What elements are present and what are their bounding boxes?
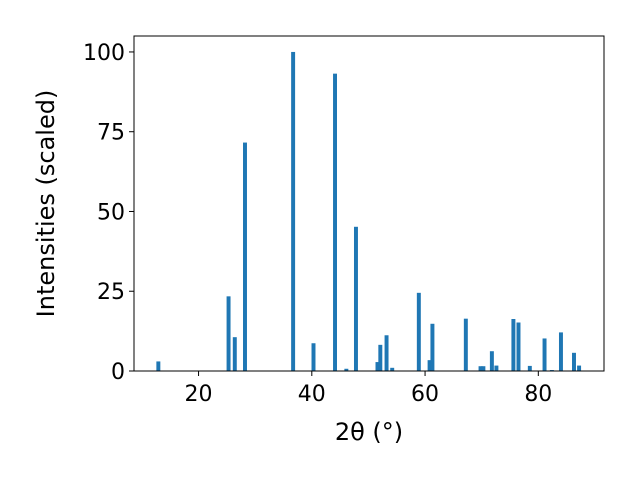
bar xyxy=(463,318,468,371)
x-tick-label: 60 xyxy=(411,382,439,407)
bar xyxy=(416,292,421,371)
x-tick-label: 40 xyxy=(298,382,326,407)
bar xyxy=(577,365,582,371)
bar xyxy=(353,226,358,371)
y-tick-label: 100 xyxy=(83,41,125,66)
bar xyxy=(390,367,395,371)
y-tick-label: 50 xyxy=(97,200,125,225)
x-ticks-group: 20 40 60 80 xyxy=(185,371,552,407)
bar xyxy=(527,365,532,371)
bar xyxy=(156,361,161,371)
bar xyxy=(478,366,483,371)
bar xyxy=(494,365,499,371)
bar xyxy=(375,362,380,371)
bar xyxy=(572,352,576,371)
bar xyxy=(542,338,547,371)
y-tick-label: 0 xyxy=(111,360,125,385)
bar xyxy=(430,323,435,371)
bar xyxy=(291,51,296,371)
bar xyxy=(378,344,383,371)
y-axis-label: Intensities (scaled) xyxy=(32,90,60,318)
bar xyxy=(481,366,486,371)
bar xyxy=(311,343,316,371)
bar xyxy=(243,142,247,371)
bar xyxy=(427,360,432,371)
bar xyxy=(489,351,494,371)
x-tick-label: 20 xyxy=(185,382,213,407)
y-ticks-group: 0 25 50 75 100 xyxy=(83,41,134,385)
bar xyxy=(344,368,349,371)
bar xyxy=(384,335,389,371)
y-tick-label: 25 xyxy=(97,280,125,305)
x-axis-label: 2θ (°) xyxy=(335,418,403,446)
bar xyxy=(232,337,237,371)
bars-group xyxy=(156,51,582,372)
x-tick-label: 80 xyxy=(524,382,552,407)
bar xyxy=(516,322,521,371)
plot-frame xyxy=(133,35,605,372)
bar xyxy=(511,319,516,371)
bar xyxy=(558,332,563,371)
bar xyxy=(333,73,337,372)
y-tick-label: 75 xyxy=(97,121,125,146)
bar xyxy=(226,296,231,371)
